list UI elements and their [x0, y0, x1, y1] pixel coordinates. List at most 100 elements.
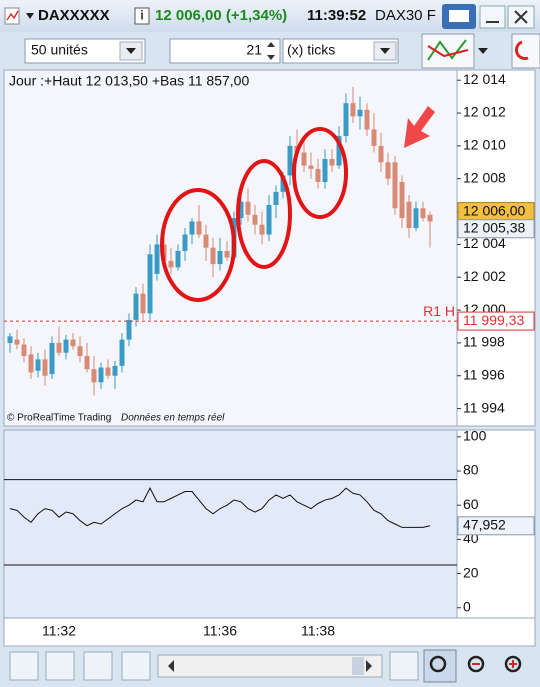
candle-body	[378, 145, 384, 163]
symbol: DAXXXXX	[38, 7, 110, 24]
scrollbar[interactable]	[157, 654, 383, 678]
price-panel	[3, 69, 458, 427]
last-price-label: 12 006,00	[463, 202, 525, 218]
candle-body	[182, 234, 188, 251]
candle-body	[238, 201, 244, 219]
y-tick-label: 12 002	[463, 268, 506, 284]
y-tick-label: 11 998	[463, 334, 505, 350]
candle-body	[371, 129, 377, 146]
candle-body	[140, 293, 146, 314]
candle-body	[7, 336, 13, 343]
candle-body	[252, 214, 258, 225]
candle-body	[287, 145, 293, 176]
ticks-input[interactable]	[169, 38, 281, 64]
credit: © ProRealTime Trading	[7, 413, 111, 424]
x-tick-label: 11:36	[203, 623, 237, 639]
keyboard-icon	[449, 10, 469, 22]
y-tick-label: 100	[463, 428, 487, 444]
indicator-icon	[427, 39, 467, 61]
units-arrow-icon	[126, 48, 136, 54]
zoom-auto-button[interactable]	[423, 649, 457, 683]
reference-label: 11 999,33	[463, 312, 524, 328]
y-tick-label: 60	[463, 496, 479, 512]
zoom-out-button[interactable]	[467, 655, 485, 673]
candle-body	[392, 162, 398, 209]
candle-body	[196, 221, 202, 235]
indicator-icon-2	[427, 45, 469, 58]
candle-body	[336, 136, 342, 166]
highlight-circle	[160, 188, 236, 302]
candle-body	[210, 247, 216, 265]
close-icon	[514, 10, 528, 24]
time-axis	[3, 617, 536, 647]
x-tick-label: 11:38	[301, 623, 335, 639]
second-price-label: 12 005,38	[463, 219, 525, 235]
candle-body	[399, 182, 405, 219]
x-tick-label: 11:32	[42, 623, 76, 639]
zoom-icon	[429, 655, 447, 673]
info-icon[interactable]	[134, 7, 150, 25]
highlight-circle	[236, 159, 292, 269]
spinner[interactable]	[267, 42, 275, 60]
candle-body	[385, 162, 391, 179]
oscillator-panel	[3, 429, 458, 619]
feed: Données en temps réel	[121, 413, 225, 424]
reference-box	[457, 311, 535, 331]
y-tick-label: 11 996	[463, 366, 505, 382]
candle-body	[112, 365, 118, 376]
last-value-label: 47,952	[463, 516, 506, 532]
ticks-arrow-icon	[380, 48, 390, 54]
candle-body	[406, 201, 412, 228]
dropdown-arrow[interactable]	[26, 13, 34, 19]
oscillator-line	[9, 487, 431, 528]
candle-body	[308, 165, 314, 169]
app-icon-line	[6, 10, 19, 21]
candle-body	[56, 342, 62, 353]
instrument: DAX30 F	[375, 7, 436, 24]
candle-body	[329, 159, 335, 166]
candle-body	[28, 354, 34, 373]
candle-body	[266, 204, 272, 235]
candle-body	[49, 342, 55, 375]
candle-body	[168, 260, 174, 268]
y-tick-label: 12 010	[463, 137, 506, 153]
y-tick-label: 11 994	[463, 399, 505, 415]
candle-body	[280, 175, 286, 192]
tool-button[interactable]	[9, 651, 39, 681]
candle-body	[427, 214, 433, 222]
candle-body	[315, 168, 321, 183]
candle-body	[175, 250, 181, 268]
candle-body	[224, 250, 230, 258]
candle-body	[70, 339, 76, 347]
candle-body	[14, 339, 20, 345]
scroll-thumb[interactable]	[352, 657, 364, 675]
candle-body	[154, 244, 160, 274]
minimize-button[interactable]	[479, 5, 506, 29]
zoom-in-button[interactable]	[504, 655, 522, 673]
candle-body	[301, 152, 307, 166]
candle-body	[357, 109, 363, 117]
indicator-arrow[interactable]	[478, 48, 488, 54]
tool-button[interactable]	[121, 651, 151, 681]
candle-body	[126, 319, 132, 340]
ticks-value: 21	[246, 42, 262, 58]
candle-body	[35, 359, 41, 371]
candle-body	[343, 103, 349, 137]
second-price-box	[457, 219, 535, 239]
info-i: i	[140, 7, 144, 22]
y-tick-label: 80	[463, 462, 479, 478]
candle-body	[203, 234, 209, 248]
tool-button[interactable]	[389, 651, 419, 681]
candle-body	[420, 208, 426, 219]
y-tick-label: 0	[463, 598, 471, 614]
candle-body	[98, 367, 104, 383]
refresh-icon	[514, 40, 529, 61]
tool-button[interactable]	[45, 651, 75, 681]
tool-button[interactable]	[83, 651, 113, 681]
y-tick-label: 12 012	[463, 104, 506, 120]
candle-body	[77, 346, 83, 357]
candle-body	[413, 208, 419, 228]
candle-body	[21, 344, 27, 357]
